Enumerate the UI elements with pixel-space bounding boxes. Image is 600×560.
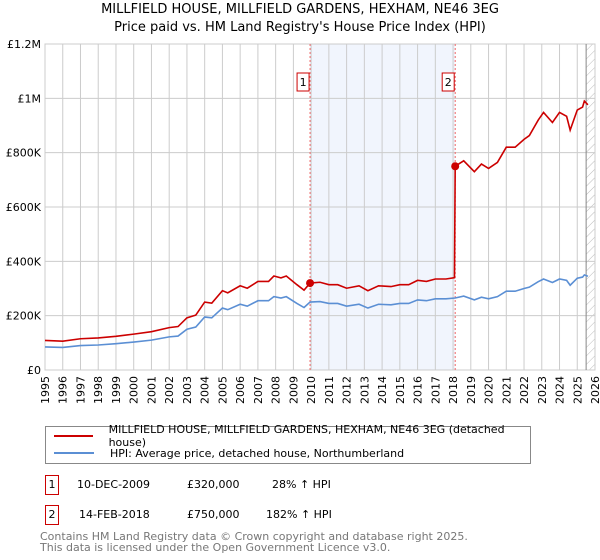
x-tick-label: 2017	[429, 376, 442, 404]
legend-item-property: MILLFIELD HOUSE, MILLFIELD GARDENS, HEXH…	[46, 423, 530, 449]
x-tick-label: 2023	[536, 376, 549, 404]
x-tick-label: 2018	[447, 376, 460, 404]
legend-label: HPI: Average price, detached house, Nort…	[110, 446, 405, 460]
y-tick-label: £600K	[6, 201, 42, 214]
property-price-line	[44, 99, 589, 343]
x-tick-label: 2004	[199, 376, 212, 404]
x-tick-label: 2007	[252, 376, 265, 404]
x-tick-label: 2020	[483, 376, 496, 404]
sale-point	[306, 279, 315, 288]
blue-line-swatch	[54, 452, 94, 454]
x-tick-label: 2015	[394, 376, 407, 404]
legend-item-hpi: HPI: Average price, detached house, Nort…	[46, 445, 404, 461]
y-tick-label: £200K	[6, 310, 42, 323]
legend-label: MILLFIELD HOUSE, MILLFIELD GARDENS, HEXH…	[108, 423, 505, 449]
x-tick-label: 2012	[341, 376, 354, 404]
footer-line-2: This data is licensed under the Open Gov…	[40, 541, 391, 554]
x-tick-label: 2025	[571, 376, 584, 404]
legend: MILLFIELD HOUSE, MILLFIELD GARDENS, HEXH…	[45, 423, 531, 464]
annotation-box	[296, 72, 310, 92]
x-tick-label: 2014	[376, 376, 389, 404]
x-tick-label: 1995	[39, 376, 52, 404]
x-tick-label: 2008	[270, 376, 283, 404]
footer: Contains HM Land Registry data © Crown c…	[40, 531, 468, 553]
x-tick-label: 2019	[465, 376, 478, 404]
sale-row: 1 10-DEC-2009 £320,000 28% ↑ HPI	[45, 475, 545, 495]
sale-hpi: 182% ↑ HPI	[266, 508, 332, 521]
sale-marker: 2	[45, 505, 59, 525]
x-tick-label: 1999	[110, 376, 123, 404]
x-tick-label: 2001	[145, 376, 158, 404]
sale-date: 10-DEC-2009	[77, 478, 151, 491]
y-tick-label: £800K	[6, 147, 42, 160]
annotation-box	[441, 72, 455, 92]
annotation-text: 1	[300, 76, 307, 89]
x-tick-label: 2011	[323, 376, 336, 404]
red-line-swatch	[54, 435, 93, 437]
hpi-line	[44, 273, 589, 349]
x-tick-label: 1996	[57, 376, 70, 404]
y-tick-label: £1.2M	[7, 38, 41, 51]
x-tick-label: 2000	[128, 376, 141, 404]
sale-marker: 1	[45, 475, 59, 495]
y-tick-label: £0	[27, 364, 41, 377]
plot-border	[44, 43, 596, 371]
sale-point	[451, 162, 460, 171]
chart-subtitle: Price paid vs. HM Land Registry's House …	[114, 20, 486, 35]
x-tick-label: 2002	[163, 376, 176, 404]
x-tick-label: 1998	[92, 376, 105, 404]
x-tick-label: 2009	[287, 376, 300, 404]
x-tick-label: 2026	[589, 376, 600, 404]
x-tick-label: 2005	[216, 376, 229, 404]
x-tick-label: 2013	[358, 376, 371, 404]
x-tick-label: 2022	[518, 376, 531, 404]
price-chart: 1995 1996 1997 1998 1999 2000 2001 2002 2003 2004…	[6, 38, 600, 404]
x-tick-label: 2024	[554, 376, 567, 404]
y-tick-label: £400K	[6, 255, 42, 268]
sale-row: 2 14-FEB-2018 £750,000 182% ↑ HPI	[45, 505, 545, 525]
y-tick-label: £1M	[18, 92, 42, 105]
sale-price: £320,000	[187, 478, 240, 491]
footer-line-1: Contains HM Land Registry data © Crown c…	[40, 530, 468, 543]
sale-date: 14-FEB-2018	[79, 508, 150, 521]
x-tick-label: 1997	[74, 376, 87, 404]
x-tick-label: 2021	[500, 376, 513, 404]
sale-price: £750,000	[187, 508, 240, 521]
x-tick-label: 2006	[234, 376, 247, 404]
x-tick-label: 2003	[181, 376, 194, 404]
annotation-label: 2	[441, 72, 455, 92]
x-tick-label: 2016	[412, 376, 425, 404]
x-tick-label: 2010	[305, 376, 318, 404]
sale-hpi: 28% ↑ HPI	[272, 478, 331, 491]
annotation-label: 1	[296, 72, 310, 92]
annotation-text: 2	[445, 76, 452, 89]
chart-title: MILLFIELD HOUSE, MILLFIELD GARDENS, HEXH…	[101, 2, 499, 17]
